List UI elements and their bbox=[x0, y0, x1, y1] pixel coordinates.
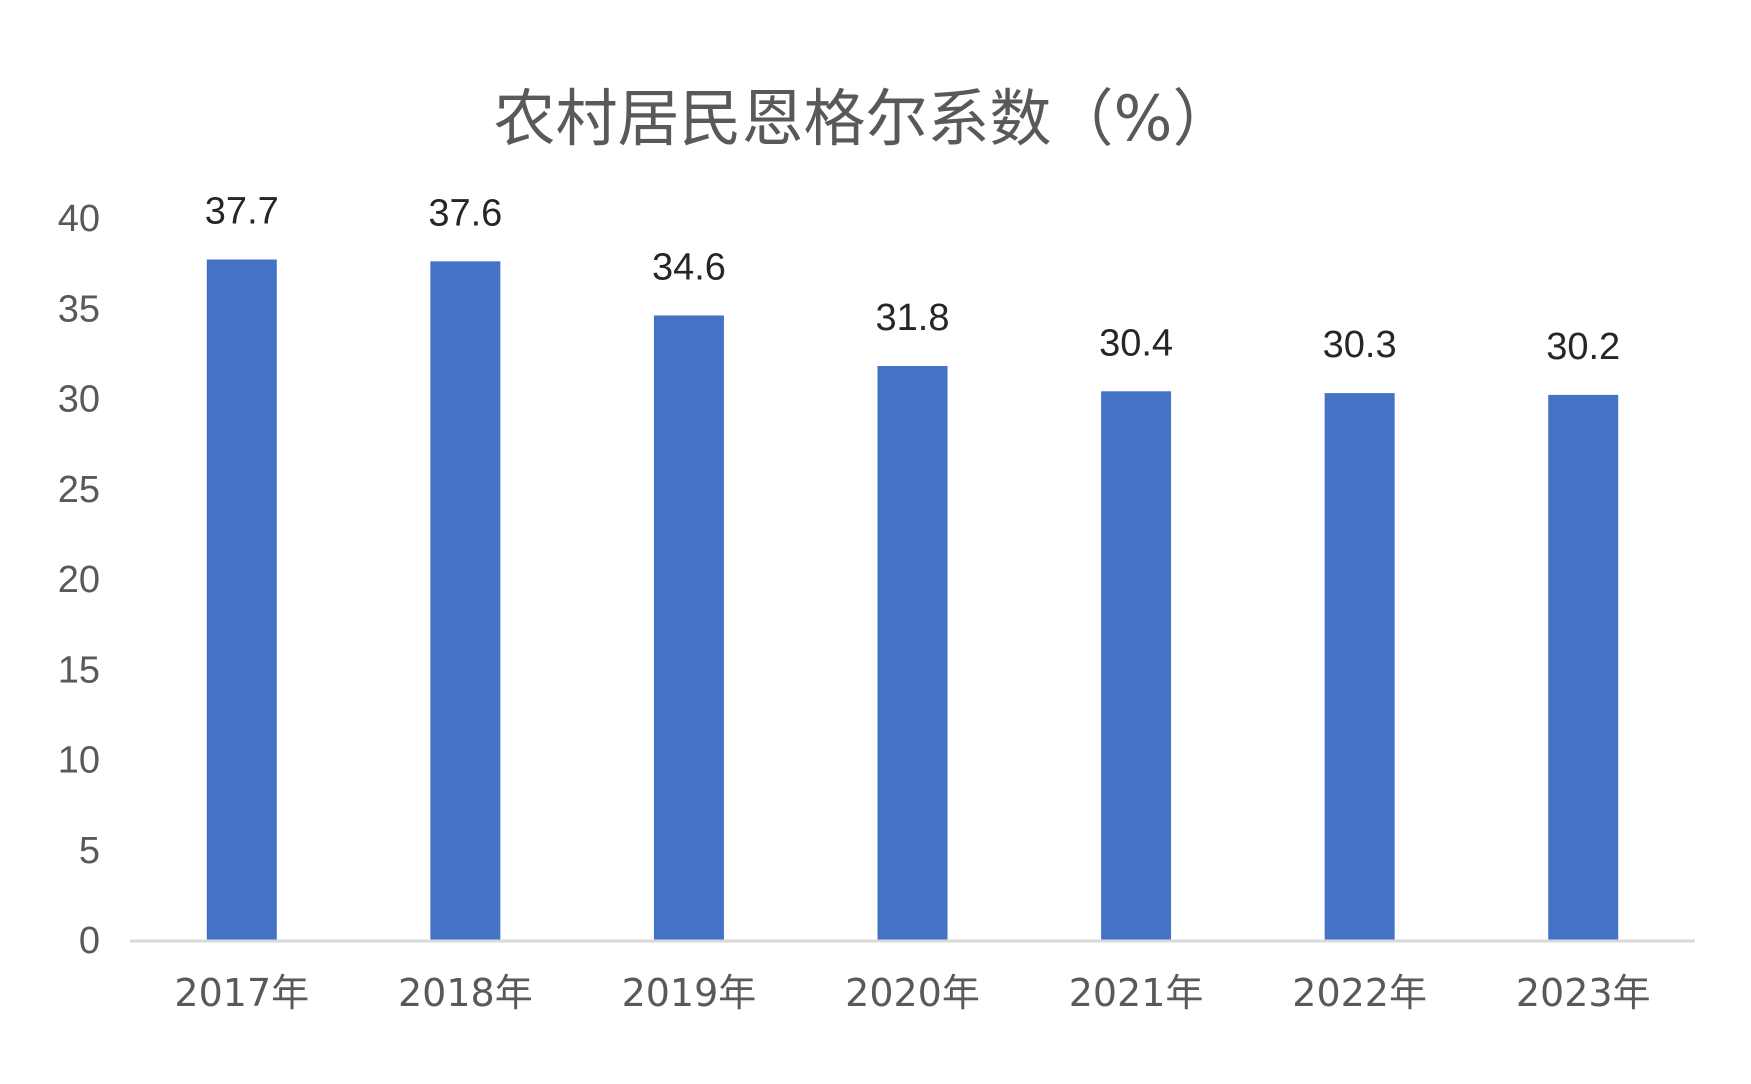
bar bbox=[877, 366, 948, 940]
y-tick-label: 30 bbox=[58, 379, 100, 421]
x-category-label: 2018年 bbox=[398, 971, 533, 1015]
bar-value-label: 37.7 bbox=[205, 191, 279, 233]
y-tick-label: 5 bbox=[79, 830, 100, 872]
bar-value-label: 31.8 bbox=[876, 297, 950, 339]
chart-title: 农村居民恩格尔系数（%） bbox=[494, 82, 1235, 155]
y-tick-label: 0 bbox=[79, 920, 100, 962]
x-axis: 2017年 2018年 2019年 2020年 2021年 2022年 2023年 bbox=[130, 939, 1695, 1015]
bar bbox=[653, 315, 724, 941]
bar bbox=[1548, 394, 1619, 940]
y-tick-label: 20 bbox=[58, 559, 100, 601]
bar bbox=[1101, 391, 1172, 940]
y-tick-label: 40 bbox=[58, 198, 100, 240]
bar bbox=[1324, 393, 1395, 941]
y-tick-label: 25 bbox=[58, 469, 100, 511]
bar-value-label: 30.3 bbox=[1323, 324, 1397, 366]
x-category-label: 2019年 bbox=[622, 971, 757, 1015]
x-category-label: 2017年 bbox=[174, 971, 309, 1015]
y-tick-label: 10 bbox=[58, 740, 100, 782]
x-category-label: 2021年 bbox=[1069, 971, 1204, 1015]
y-tick-label: 35 bbox=[58, 288, 100, 330]
bar-value-label: 34.6 bbox=[652, 246, 726, 288]
y-tick-label: 15 bbox=[58, 649, 100, 691]
x-category-label: 2023年 bbox=[1516, 971, 1651, 1015]
bar-value-label: 37.6 bbox=[428, 192, 502, 234]
y-axis: 0 5 10 15 20 25 30 35 40 bbox=[58, 198, 100, 962]
bar bbox=[206, 259, 277, 940]
x-category-label: 2020年 bbox=[845, 971, 980, 1015]
bar-value-label: 30.2 bbox=[1546, 326, 1620, 368]
data-labels: 37.7 37.6 34.6 31.8 30.4 30.3 30.2 bbox=[205, 191, 1620, 368]
bar-series bbox=[206, 259, 1619, 941]
bar-value-label: 30.4 bbox=[1099, 322, 1173, 364]
bar bbox=[430, 261, 501, 940]
x-category-label: 2022年 bbox=[1292, 971, 1427, 1015]
